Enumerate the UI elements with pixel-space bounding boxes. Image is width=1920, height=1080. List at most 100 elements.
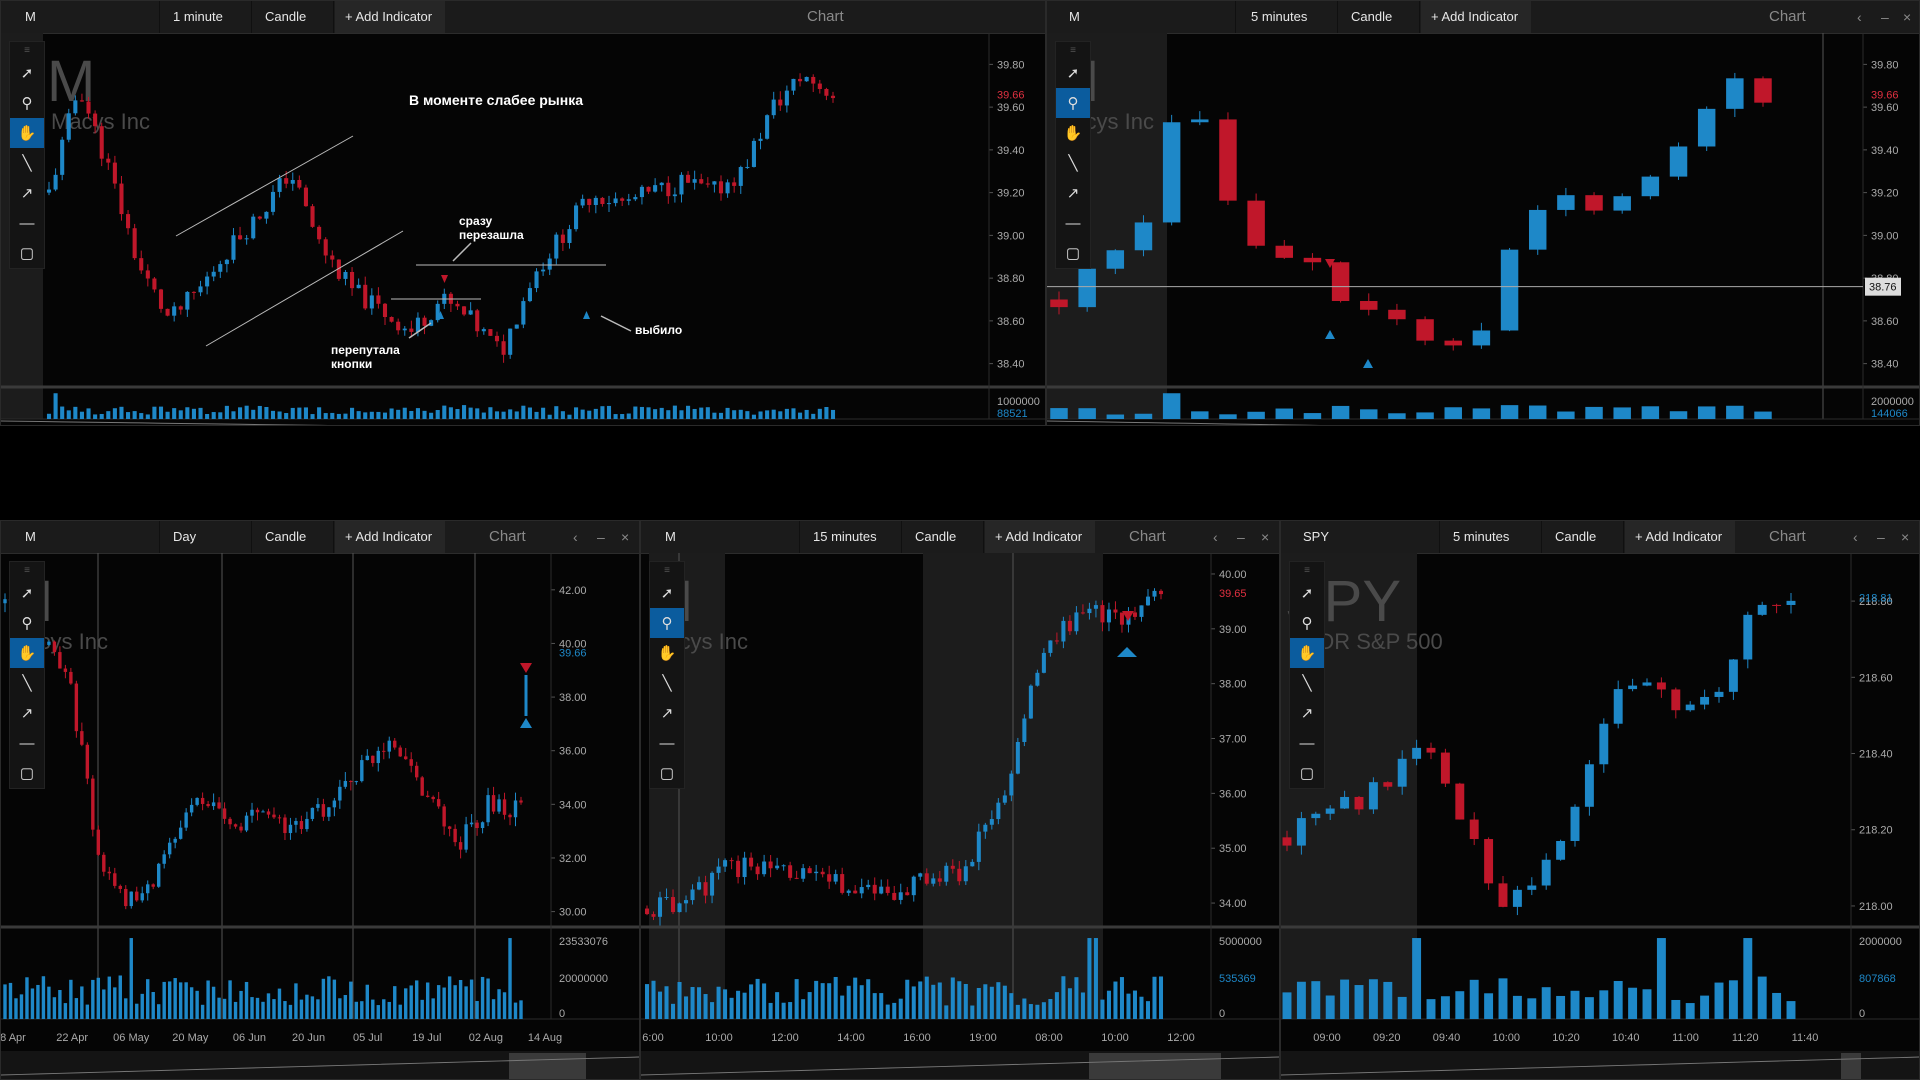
arrow-icon[interactable]: ↗	[20, 705, 34, 722]
time-tick-label: 11:20	[1732, 1032, 1759, 1044]
candle-body	[1570, 806, 1580, 841]
zoom-icon[interactable]: ⚲	[1056, 88, 1090, 118]
cursor-icon[interactable]: ➚	[20, 585, 34, 602]
cursor-icon[interactable]: ➚	[20, 65, 34, 82]
zoom-icon[interactable]: ⚲	[21, 95, 33, 112]
interval-select[interactable]: 1 minute	[161, 1, 252, 33]
candle-body	[393, 740, 397, 748]
hand-icon[interactable]: ✋	[1063, 125, 1083, 142]
style-select[interactable]: Candle	[253, 521, 334, 553]
candle-body	[703, 882, 708, 896]
style-select[interactable]: Candle	[253, 1, 334, 33]
toolbar-handle-icon[interactable]: ≡	[1070, 44, 1076, 56]
chevron-left-icon[interactable]: ‹	[1213, 529, 1218, 545]
candle-body	[162, 854, 166, 864]
arrow-icon[interactable]: ↗	[20, 185, 34, 202]
hline-icon[interactable]: —	[1065, 214, 1081, 232]
cursor-icon[interactable]: ➚	[1066, 65, 1080, 82]
volume-bar	[1360, 409, 1378, 419]
line-icon[interactable]: ╲	[22, 155, 32, 172]
candle-body	[165, 308, 170, 316]
interval-select[interactable]: 5 minutes	[1237, 1, 1338, 33]
line-icon[interactable]: ╲	[1302, 675, 1312, 692]
interval-select[interactable]: 5 minutes	[1441, 521, 1542, 553]
panel-header: SPY 5 minutes Candle + Add Indicator Cha…	[1281, 521, 1919, 554]
cursor-icon[interactable]: ➚	[1300, 585, 1314, 602]
candle-body	[283, 817, 287, 834]
add-indicator-button[interactable]: + Add Indicator	[1625, 521, 1735, 553]
add-indicator-button[interactable]: + Add Indicator	[335, 521, 445, 553]
cursor-icon[interactable]: ➚	[660, 585, 674, 602]
candle-body	[1275, 245, 1294, 258]
chevron-left-icon[interactable]: ‹	[1857, 9, 1862, 25]
hline-icon[interactable]: —	[19, 734, 35, 752]
symbol-select[interactable]: M	[9, 1, 160, 33]
zoom-icon[interactable]: ⚲	[1301, 615, 1313, 632]
volume-tick-label: 88521	[997, 408, 1028, 420]
close-icon[interactable]: ×	[621, 529, 630, 545]
candle-body	[321, 804, 326, 817]
hline-icon[interactable]: —	[1299, 734, 1315, 752]
volume-bar	[228, 980, 232, 1019]
add-indicator-button[interactable]: + Add Indicator	[335, 1, 445, 33]
minimize-icon[interactable]: –	[597, 529, 605, 545]
close-icon[interactable]: ×	[1903, 9, 1912, 25]
hand-icon[interactable]: ✋	[657, 645, 677, 662]
time-tick-label: 6:00	[642, 1032, 663, 1044]
toolbar-handle-icon[interactable]: ≡	[24, 44, 30, 56]
minimize-icon[interactable]: –	[1877, 529, 1885, 545]
line-icon[interactable]: ╲	[662, 675, 672, 692]
rect-icon[interactable]: ▢	[659, 765, 675, 782]
candle-body	[587, 198, 592, 206]
candle-body	[415, 317, 420, 332]
zoom-icon[interactable]: ⚲	[650, 608, 684, 638]
close-icon[interactable]: ×	[1901, 529, 1910, 545]
hand-icon[interactable]: ✋	[1290, 638, 1324, 668]
hand-icon[interactable]: ✋	[10, 118, 44, 148]
style-select[interactable]: Candle	[1339, 1, 1420, 33]
toolbar-handle-icon[interactable]: ≡	[664, 564, 670, 576]
symbol-select[interactable]: SPY	[1289, 521, 1440, 553]
symbol-select[interactable]: M	[9, 521, 160, 553]
chevron-left-icon[interactable]: ‹	[1853, 529, 1858, 545]
line-icon[interactable]: ╲	[1068, 155, 1078, 172]
line-icon[interactable]: ╲	[22, 675, 32, 692]
candle-body	[303, 187, 308, 207]
symbol-select[interactable]: M	[1055, 1, 1236, 33]
rect-icon[interactable]: ▢	[1065, 245, 1081, 262]
add-indicator-button[interactable]: + Add Indicator	[1421, 1, 1531, 33]
hand-icon[interactable]: ✋	[10, 638, 44, 668]
candle-body	[310, 206, 315, 227]
add-indicator-button[interactable]: + Add Indicator	[985, 521, 1095, 553]
interval-select[interactable]: Day	[161, 521, 252, 553]
hline-icon[interactable]: —	[659, 734, 675, 752]
time-tick-label: 19 Jul	[412, 1032, 441, 1044]
toolbar-handle-icon[interactable]: ≡	[1304, 564, 1310, 576]
rect-icon[interactable]: ▢	[19, 765, 35, 782]
style-select[interactable]: Candle	[903, 521, 984, 553]
symbol-select[interactable]: M	[649, 521, 800, 553]
arrow-icon[interactable]: ↗	[1300, 705, 1314, 722]
minimize-icon[interactable]: –	[1881, 9, 1889, 25]
chevron-left-icon[interactable]: ‹	[573, 529, 578, 545]
minimize-icon[interactable]: –	[1237, 529, 1245, 545]
zoom-icon[interactable]: ⚲	[21, 615, 33, 632]
arrow-icon[interactable]: ↗	[660, 705, 674, 722]
candle-body	[184, 812, 188, 828]
interval-select[interactable]: 15 minutes	[801, 521, 902, 553]
arrow-icon[interactable]: ↗	[1066, 185, 1080, 202]
volume-tick-label: 5000000	[1219, 936, 1262, 948]
hline-icon[interactable]: —	[19, 214, 35, 232]
close-icon[interactable]: ×	[1261, 529, 1270, 545]
volume-bar	[338, 998, 342, 1019]
candle-body	[369, 295, 374, 309]
rect-icon[interactable]: ▢	[1299, 765, 1315, 782]
rect-icon[interactable]: ▢	[19, 245, 35, 262]
toolbar-handle-icon[interactable]: ≡	[24, 564, 30, 576]
style-select[interactable]: Candle	[1543, 521, 1624, 553]
